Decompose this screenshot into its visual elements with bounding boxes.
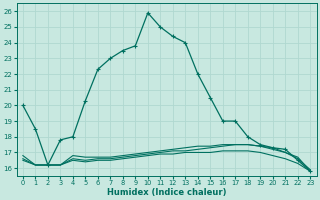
- X-axis label: Humidex (Indice chaleur): Humidex (Indice chaleur): [107, 188, 226, 197]
